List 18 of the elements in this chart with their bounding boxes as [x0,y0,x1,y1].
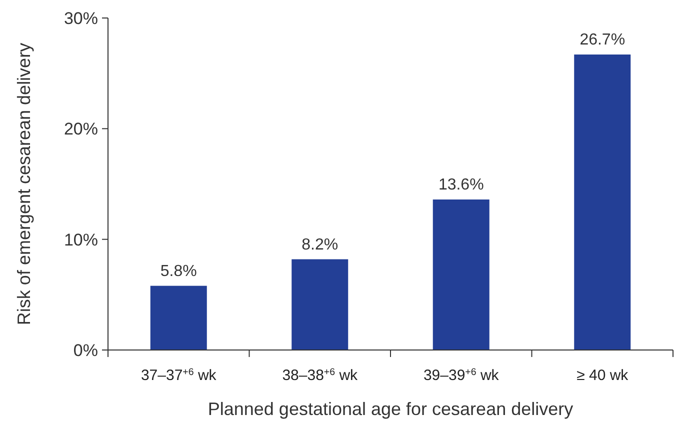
bar [292,259,348,350]
data-label: 13.6% [438,176,484,194]
y-tick-label: 0% [73,340,98,360]
data-label: 5.8% [160,262,197,280]
bar [432,199,490,350]
x-tick-label: ≥ 40 wk [576,367,629,384]
x-tick-label: 38–38$^{+6}$ wk [282,366,358,384]
data-label: 26.7% [580,32,626,49]
x-tick-label: 39–39$^{+6}$ wk [423,366,500,384]
y-axis-title: Risk of emergent cesarean delivery [14,42,34,326]
bar [150,286,207,350]
y-tick-label: 20% [64,120,98,139]
y-tick-label: 10% [64,230,98,250]
y-tick-label: 30% [64,8,98,28]
data-label: 8.2% [302,236,338,254]
x-tick-label: 37–37$^{+6}$ wk [140,366,217,384]
bar [574,54,631,350]
x-axis-title: Planned gestational age for cesarean delivery [208,399,574,419]
